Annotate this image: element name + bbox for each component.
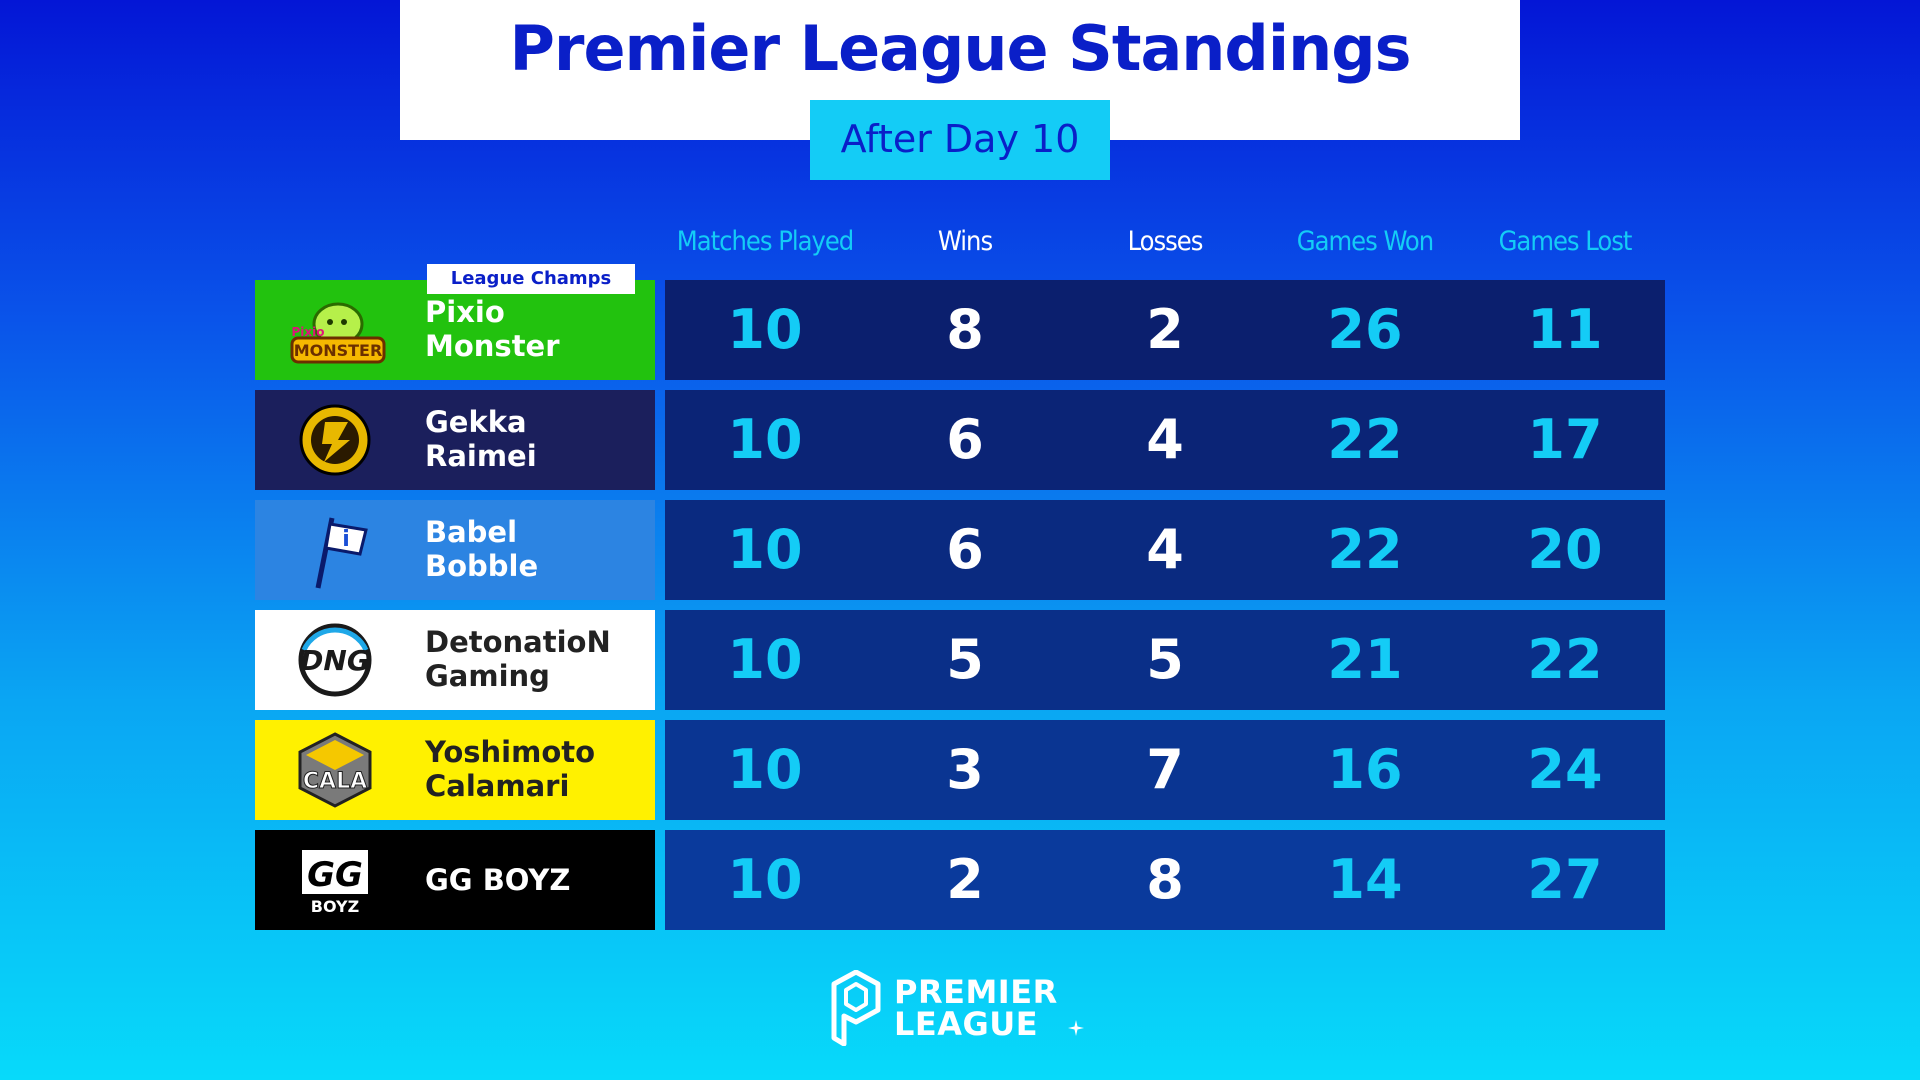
stat-row-gg-boyz: 10 2 8 14 27: [665, 830, 1665, 930]
stat-row-gekka-raimei: 10 6 4 22 17: [665, 390, 1665, 490]
team-name-line2: Monster: [425, 329, 560, 363]
stat-matches-played: 10: [727, 738, 803, 801]
col-header-losses: Losses: [1127, 226, 1204, 257]
stat-games-lost: 27: [1527, 848, 1603, 911]
stat-losses: 8: [1146, 848, 1184, 911]
svg-text:Pixio: Pixio: [291, 325, 324, 339]
stat-games-won: 22: [1327, 408, 1403, 471]
team-name-line1: Yoshimoto: [425, 735, 596, 769]
col-header-matches-played: Matches Played: [676, 226, 854, 257]
stat-matches-played: 10: [727, 298, 803, 361]
stat-losses: 7: [1146, 738, 1184, 801]
team-cell-babel-bobble: i Babel Bobble: [255, 500, 655, 600]
stat-losses: 4: [1146, 408, 1184, 471]
subtitle-banner: After Day 10: [810, 100, 1110, 180]
team-name-line2: Raimei: [425, 439, 537, 473]
svg-text:DNG: DNG: [300, 644, 370, 677]
svg-text:BOYZ: BOYZ: [311, 897, 359, 916]
stat-row-babel-bobble: 10 6 4 22 20: [665, 500, 1665, 600]
stat-wins: 6: [946, 518, 984, 581]
footer-line2: LEAGUE: [894, 1005, 1039, 1043]
stat-games-lost: 20: [1527, 518, 1603, 581]
stat-games-won: 16: [1327, 738, 1403, 801]
premier-league-logo: PREMIER LEAGUE: [828, 970, 1098, 1050]
stat-games-won: 22: [1327, 518, 1403, 581]
detonation-gaming-logo-icon: DNG: [280, 620, 390, 700]
stat-games-won: 21: [1327, 628, 1403, 691]
stat-matches-played: 10: [727, 628, 803, 691]
svg-text:i: i: [342, 527, 350, 552]
team-cell-gg-boyz: GG BOYZ GG BOYZ: [255, 830, 655, 930]
team-name: Yoshimoto Calamari: [425, 735, 650, 803]
star-icon: [1068, 1020, 1084, 1036]
stat-matches-played: 10: [727, 518, 803, 581]
stat-row-pixio-monster: 10 8 2 26 11: [665, 280, 1665, 380]
col-header-games-lost: Games Lost: [1498, 226, 1633, 257]
team-name-line1: GG BOYZ: [425, 863, 571, 897]
team-cell-detonation-gaming: DNG DetonatioN Gaming: [255, 610, 655, 710]
team-name-line2: Calamari: [425, 769, 570, 803]
stat-games-lost: 22: [1527, 628, 1603, 691]
stat-losses: 5: [1146, 628, 1184, 691]
stat-wins: 8: [946, 298, 984, 361]
stat-losses: 2: [1146, 298, 1184, 361]
stat-losses: 4: [1146, 518, 1184, 581]
pixio-monster-logo-icon: MONSTER Pixio: [280, 290, 390, 370]
team-name-line1: Babel: [425, 515, 518, 549]
team-name-line2: Bobble: [425, 549, 539, 583]
team-name: DetonatioN Gaming: [425, 625, 650, 693]
team-name: Gekka Raimei: [425, 405, 650, 473]
stat-games-lost: 11: [1527, 298, 1603, 361]
col-header-wins: Wins: [937, 226, 993, 257]
stat-wins: 6: [946, 408, 984, 471]
svg-text:MONSTER: MONSTER: [294, 341, 383, 360]
stat-games-lost: 24: [1527, 738, 1603, 801]
svg-text:GG: GG: [307, 855, 363, 895]
team-cell-yoshimoto-calamari: CALA Yoshimoto Calamari: [255, 720, 655, 820]
gg-boyz-logo-icon: GG BOYZ: [280, 840, 390, 920]
team-name-line2: Gaming: [425, 659, 550, 693]
team-name: Babel Bobble: [425, 515, 650, 583]
babel-bobble-logo-icon: i: [280, 510, 390, 590]
team-name: Pixio Monster: [425, 295, 650, 363]
team-name-line1: DetonatioN: [425, 625, 611, 659]
stat-matches-played: 10: [727, 408, 803, 471]
stat-matches-played: 10: [727, 848, 803, 911]
stat-row-yoshimoto-calamari: 10 3 7 16 24: [665, 720, 1665, 820]
team-cell-gekka-raimei: Gekka Raimei: [255, 390, 655, 490]
yoshimoto-calamari-logo-icon: CALA: [280, 730, 390, 810]
stat-games-won: 26: [1327, 298, 1403, 361]
team-name-line1: Gekka: [425, 405, 527, 439]
footer-line1: PREMIER: [894, 973, 1058, 1011]
stat-games-won: 14: [1327, 848, 1403, 911]
team-name: GG BOYZ: [425, 863, 650, 897]
svg-text:CALA: CALA: [303, 769, 367, 794]
col-header-games-won: Games Won: [1296, 226, 1434, 257]
stat-wins: 3: [946, 738, 984, 801]
premier-league-mark-icon: [831, 970, 881, 1046]
stat-wins: 2: [946, 848, 984, 911]
page-subtitle: After Day 10: [840, 117, 1080, 161]
page-title: Premier League Standings: [509, 12, 1411, 85]
gekka-raimei-logo-icon: [280, 400, 390, 480]
team-cell-pixio-monster: MONSTER Pixio Pixio Monster: [255, 280, 655, 380]
team-name-line1: Pixio: [425, 295, 505, 329]
stat-wins: 5: [946, 628, 984, 691]
league-champs-badge: League Champs: [427, 264, 635, 294]
stat-games-lost: 17: [1527, 408, 1603, 471]
stat-row-detonation-gaming: 10 5 5 21 22: [665, 610, 1665, 710]
